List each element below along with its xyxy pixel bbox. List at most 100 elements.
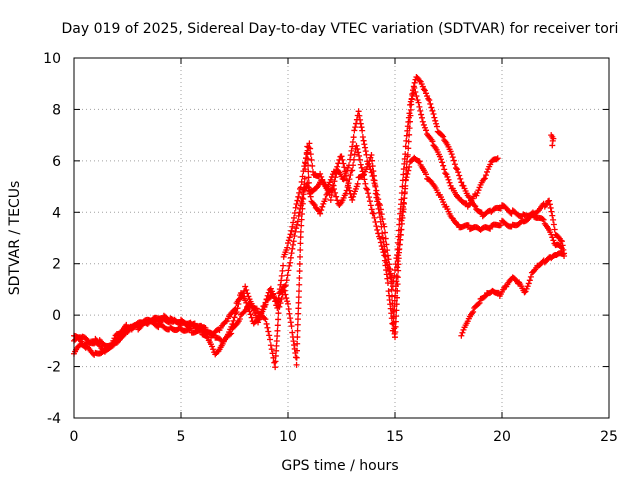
data-point-marker: [400, 206, 407, 213]
data-point-marker: [377, 218, 384, 225]
data-point-marker: [382, 248, 389, 255]
data-point-marker: [399, 214, 406, 221]
data-point-marker: [379, 230, 386, 237]
data-point-marker: [341, 164, 348, 171]
data-point-marker: [392, 318, 399, 325]
data-point-marker: [294, 218, 301, 225]
data-point-marker: [356, 112, 363, 119]
data-point-marker: [404, 151, 411, 158]
data-point-marker: [549, 234, 556, 241]
y-tick-label: 2: [52, 257, 61, 273]
data-point-marker: [267, 285, 274, 292]
data-point-marker: [410, 83, 417, 90]
data-point-marker: [420, 121, 427, 128]
data-point-marker: [493, 156, 500, 163]
data-point-marker: [354, 146, 361, 153]
series-3: [71, 74, 568, 355]
data-point-marker: [349, 139, 356, 146]
data-point-marker: [401, 189, 408, 196]
data-point-marker: [452, 165, 459, 172]
data-point-marker: [295, 310, 302, 317]
data-point-marker: [408, 101, 415, 108]
data-point-marker: [334, 163, 341, 170]
data-point-marker: [299, 173, 306, 180]
data-point-marker: [372, 219, 379, 226]
data-point-marker: [559, 242, 566, 249]
data-point-marker: [480, 176, 487, 183]
data-point-marker: [416, 77, 423, 84]
data-point-marker: [551, 226, 558, 233]
data-point-marker: [357, 116, 364, 123]
y-tick-label: -2: [47, 360, 61, 376]
data-point-marker: [358, 164, 365, 171]
data-point-marker: [471, 202, 478, 209]
data-point-marker: [391, 272, 398, 279]
data-point-marker: [231, 314, 238, 321]
data-point-marker: [525, 280, 532, 287]
data-point-marker: [253, 305, 260, 312]
data-point-marker: [266, 332, 273, 339]
data-point-marker: [344, 177, 351, 184]
data-point-marker: [250, 307, 257, 314]
data-point-marker: [243, 286, 250, 293]
y-tick-label: 0: [52, 308, 61, 324]
data-point-marker: [268, 346, 275, 353]
data-point-marker: [457, 175, 464, 182]
data-point-marker: [322, 196, 329, 203]
data-point-marker: [263, 296, 270, 303]
data-point-marker: [363, 185, 370, 192]
data-point-marker: [450, 157, 457, 164]
data-point-marker: [302, 159, 309, 166]
data-point-marker: [295, 294, 302, 301]
data-point-marker: [368, 206, 375, 213]
data-point-marker: [382, 253, 389, 260]
data-point-marker: [398, 220, 405, 227]
data-point-marker: [427, 100, 434, 107]
data-point-marker: [285, 240, 291, 247]
data-point-marker: [287, 231, 294, 238]
data-point-marker: [377, 235, 384, 242]
data-point-marker: [111, 335, 118, 342]
data-point-marker: [373, 223, 380, 230]
data-point-marker: [440, 133, 447, 140]
data-point-marker: [297, 228, 304, 235]
data-point-marker: [348, 147, 355, 154]
data-point-marker: [255, 319, 262, 326]
data-point-marker: [332, 170, 339, 177]
data-point-marker: [286, 262, 293, 269]
data-point-marker: [359, 133, 366, 140]
data-point-marker: [458, 332, 465, 339]
data-point-marker: [475, 300, 482, 307]
data-point-marker: [392, 334, 398, 341]
data-point-marker: [388, 286, 395, 293]
data-point-marker: [393, 294, 400, 301]
data-point-marker: [299, 211, 306, 218]
data-point-marker: [398, 226, 405, 233]
data-point-marker: [526, 277, 533, 284]
data-point-marker: [431, 114, 438, 121]
data-point-marker: [350, 134, 357, 141]
data-point-marker: [319, 203, 326, 210]
data-point-marker: [402, 182, 409, 189]
data-point-marker: [302, 155, 309, 162]
data-point-marker: [476, 299, 483, 306]
data-point-marker: [433, 120, 440, 127]
data-point-marker: [357, 161, 364, 168]
data-point-marker: [524, 283, 531, 290]
data-point-marker: [327, 176, 334, 183]
data-point-marker: [347, 156, 354, 163]
data-point-marker: [288, 250, 295, 257]
data-point-marker: [296, 189, 303, 196]
data-point-marker: [381, 243, 388, 250]
data-point-marker: [309, 168, 316, 175]
data-point-marker: [373, 194, 380, 201]
data-point-marker: [296, 281, 303, 288]
data-point-marker: [413, 93, 420, 100]
data-point-marker: [379, 234, 386, 241]
data-point-marker: [429, 138, 436, 145]
data-point-marker: [290, 214, 297, 221]
data-point-marker: [359, 127, 366, 134]
data-point-marker: [350, 193, 357, 200]
data-point-marker: [405, 145, 412, 152]
